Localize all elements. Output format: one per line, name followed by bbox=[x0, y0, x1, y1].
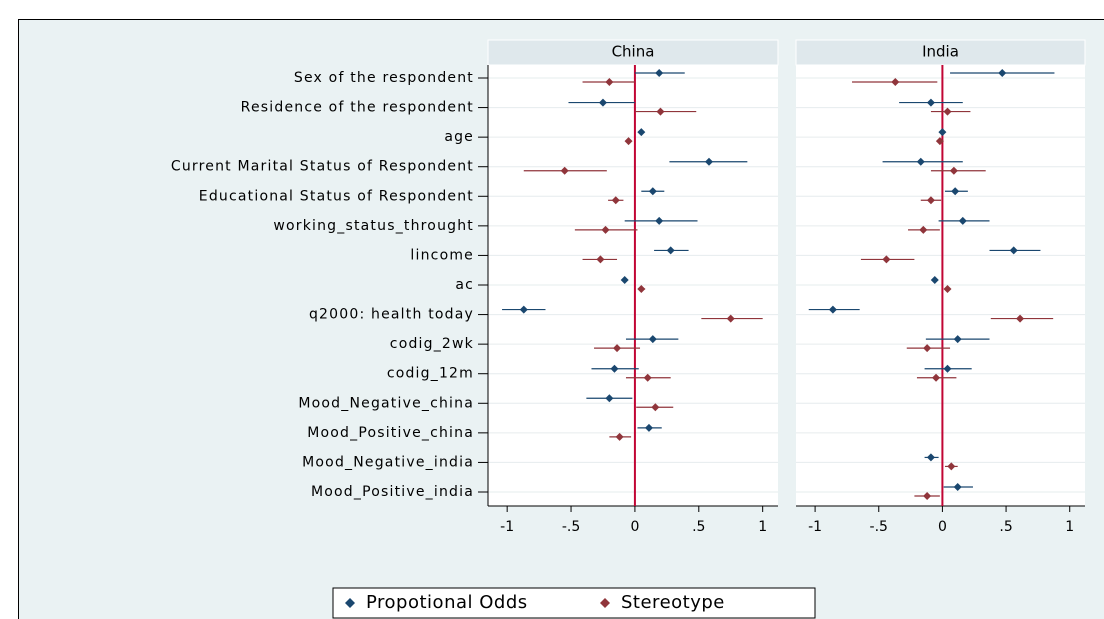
category-label: codig_2wk bbox=[390, 336, 474, 352]
point-estimate bbox=[519, 305, 528, 314]
point-estimate bbox=[947, 462, 956, 471]
point-estimate bbox=[935, 137, 944, 146]
point-estimate bbox=[932, 373, 941, 382]
x-tick-label: -1 bbox=[500, 519, 514, 535]
category-label: Mood_Positive_india bbox=[311, 484, 474, 500]
point-estimate bbox=[891, 78, 900, 86]
x-tick-label: -.5 bbox=[870, 519, 888, 535]
category-label: age bbox=[444, 129, 474, 145]
point-estimate bbox=[705, 157, 714, 166]
panel-title: China bbox=[612, 43, 655, 61]
category-label: codig_12m bbox=[387, 366, 474, 382]
point-estimate bbox=[926, 453, 935, 462]
point-estimate bbox=[1016, 314, 1025, 323]
point-estimate bbox=[651, 403, 660, 412]
category-label: Current Marital Status of Respondent bbox=[171, 159, 474, 175]
point-estimate bbox=[620, 276, 629, 284]
point-estimate bbox=[643, 373, 652, 382]
category-label: working_status_throught bbox=[273, 218, 474, 234]
category-label: q2000: health today bbox=[309, 307, 474, 323]
point-estimate bbox=[882, 255, 891, 264]
point-estimate bbox=[923, 344, 932, 353]
point-estimate bbox=[637, 128, 646, 137]
point-estimate bbox=[953, 483, 962, 491]
panel-strip bbox=[487, 39, 779, 66]
point-estimate bbox=[605, 394, 614, 403]
point-estimate bbox=[655, 69, 664, 77]
legend-marker bbox=[600, 598, 610, 608]
point-estimate bbox=[998, 69, 1007, 77]
legend-marker bbox=[345, 598, 355, 608]
point-estimate bbox=[656, 107, 665, 116]
category-label: Residence of the respondent bbox=[241, 100, 474, 116]
category-label: Educational Status of Respondent bbox=[199, 188, 474, 204]
point-estimate bbox=[916, 157, 925, 166]
point-estimate bbox=[949, 166, 958, 175]
legend-label: Propotional Odds bbox=[366, 592, 528, 613]
category-label: lincome bbox=[410, 247, 474, 263]
category-label: Mood_Negative_india bbox=[302, 454, 474, 470]
legend-box bbox=[332, 587, 816, 619]
category-label: ac bbox=[455, 277, 474, 293]
point-estimate bbox=[951, 187, 960, 196]
point-estimate bbox=[624, 137, 633, 146]
x-tick-label: 0 bbox=[630, 519, 639, 535]
point-estimate bbox=[596, 255, 605, 264]
legend-label: Stereotype bbox=[621, 592, 725, 613]
x-tick-label: 1 bbox=[758, 519, 767, 535]
point-estimate bbox=[958, 216, 967, 225]
point-estimate bbox=[560, 166, 569, 175]
x-tick-label: -1 bbox=[808, 519, 822, 535]
point-estimate bbox=[637, 285, 646, 293]
point-estimate bbox=[943, 364, 952, 373]
x-tick-label: 1 bbox=[1065, 519, 1074, 535]
point-estimate bbox=[598, 98, 607, 107]
category-label: Mood_Positive_china bbox=[307, 425, 474, 441]
point-estimate bbox=[938, 128, 947, 137]
point-estimate bbox=[666, 246, 675, 255]
x-tick-label: .5 bbox=[999, 519, 1012, 535]
point-estimate bbox=[611, 196, 620, 205]
point-estimate bbox=[648, 335, 657, 344]
point-estimate bbox=[930, 276, 939, 284]
point-estimate bbox=[605, 78, 614, 86]
category-label: Sex of the respondent bbox=[294, 70, 474, 86]
point-estimate bbox=[926, 98, 935, 107]
point-estimate bbox=[648, 187, 657, 196]
x-tick-label: 0 bbox=[938, 519, 947, 535]
point-estimate bbox=[828, 305, 837, 314]
category-label: Mood_Negative_china bbox=[298, 395, 474, 411]
point-estimate bbox=[655, 216, 664, 225]
point-estimate bbox=[613, 344, 622, 353]
point-estimate bbox=[1009, 246, 1018, 255]
point-estimate bbox=[943, 107, 952, 116]
x-tick-label: -.5 bbox=[562, 519, 580, 535]
point-estimate bbox=[726, 314, 735, 323]
point-estimate bbox=[644, 423, 653, 432]
point-estimate bbox=[919, 225, 928, 234]
x-tick-label: .5 bbox=[692, 519, 705, 535]
point-estimate bbox=[601, 225, 610, 234]
panel-title: India bbox=[922, 43, 959, 61]
point-estimate bbox=[943, 285, 952, 293]
point-estimate bbox=[923, 492, 932, 500]
point-estimate bbox=[926, 196, 935, 205]
point-estimate bbox=[953, 335, 962, 344]
point-estimate bbox=[615, 432, 624, 441]
point-estimate bbox=[610, 364, 619, 373]
